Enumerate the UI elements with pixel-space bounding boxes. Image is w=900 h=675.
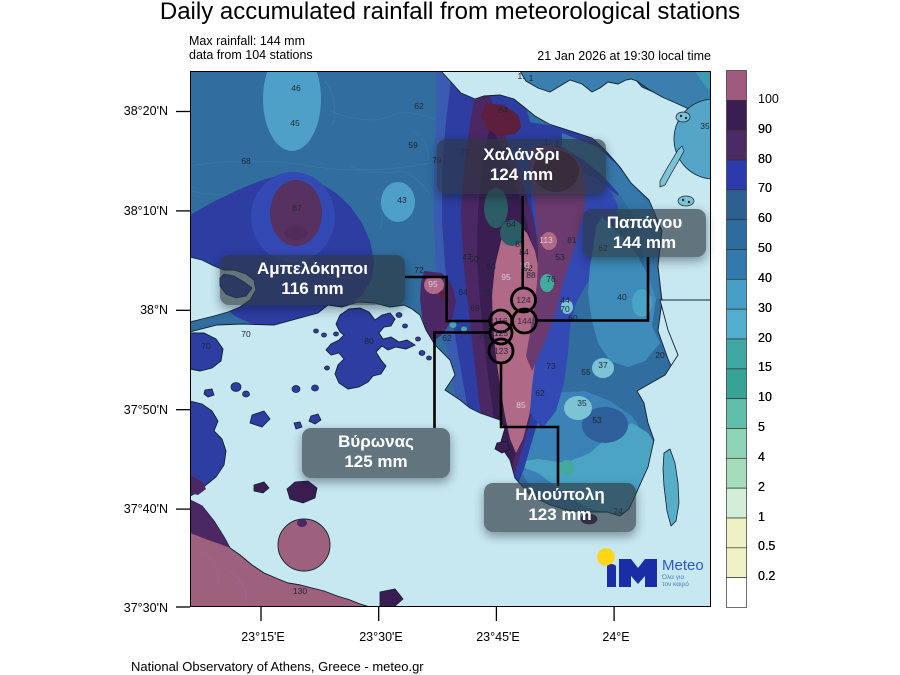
svg-text:40: 40	[617, 292, 627, 302]
svg-text:59: 59	[408, 140, 418, 150]
svg-text:45: 45	[290, 118, 300, 128]
svg-text:70: 70	[482, 288, 492, 298]
svg-text:124: 124	[516, 295, 530, 305]
svg-text:τον καιρό: τον καιρό	[662, 580, 689, 588]
svg-text:46: 46	[291, 83, 301, 93]
svg-text:35: 35	[577, 398, 587, 408]
svg-text:35: 35	[700, 121, 710, 131]
svg-text:72: 72	[414, 265, 424, 275]
svg-text:60: 60	[568, 313, 578, 323]
svg-text:76: 76	[546, 274, 556, 284]
svg-text:88: 88	[526, 270, 536, 280]
svg-text:84: 84	[519, 247, 529, 257]
svg-text:37: 37	[598, 360, 608, 370]
svg-text:95: 95	[501, 272, 511, 282]
svg-text:Meteo: Meteo	[662, 557, 704, 574]
svg-text:62: 62	[442, 333, 452, 343]
svg-text:74: 74	[478, 331, 488, 341]
svg-text:81: 81	[567, 235, 577, 245]
svg-text:62: 62	[535, 388, 545, 398]
svg-text:90: 90	[520, 260, 530, 270]
svg-text:44: 44	[560, 295, 570, 305]
svg-text:60: 60	[486, 262, 496, 272]
svg-text:144: 144	[517, 316, 531, 326]
svg-text:68: 68	[241, 156, 251, 166]
svg-text:Όλα για: Όλα για	[661, 574, 684, 581]
svg-text:1: 1	[529, 73, 534, 83]
svg-text:113: 113	[539, 235, 553, 245]
svg-text:92: 92	[523, 263, 533, 273]
svg-text:73: 73	[546, 361, 556, 371]
svg-text:125: 125	[494, 328, 508, 338]
svg-text:85: 85	[516, 400, 526, 410]
svg-text:70: 70	[560, 304, 570, 314]
svg-text:130: 130	[293, 586, 307, 596]
svg-text:62: 62	[414, 101, 424, 111]
svg-text:84: 84	[498, 105, 508, 115]
svg-text:47: 47	[462, 252, 472, 262]
svg-text:43: 43	[397, 195, 407, 205]
svg-text:70: 70	[201, 341, 211, 351]
svg-text:64: 64	[506, 219, 516, 229]
svg-text:70: 70	[241, 329, 251, 339]
svg-text:69: 69	[470, 303, 480, 313]
svg-text:64: 64	[458, 287, 468, 297]
svg-text:20: 20	[655, 350, 665, 360]
svg-text:80: 80	[364, 336, 374, 346]
svg-text:1.: 1.	[517, 71, 524, 81]
svg-text:55: 55	[581, 367, 591, 377]
svg-text:50: 50	[469, 254, 479, 264]
svg-text:53: 53	[555, 252, 565, 262]
svg-text:85: 85	[515, 239, 525, 249]
svg-text:87: 87	[292, 203, 302, 213]
svg-text:123: 123	[494, 346, 508, 356]
svg-text:95: 95	[428, 279, 438, 289]
svg-text:53: 53	[592, 415, 602, 425]
